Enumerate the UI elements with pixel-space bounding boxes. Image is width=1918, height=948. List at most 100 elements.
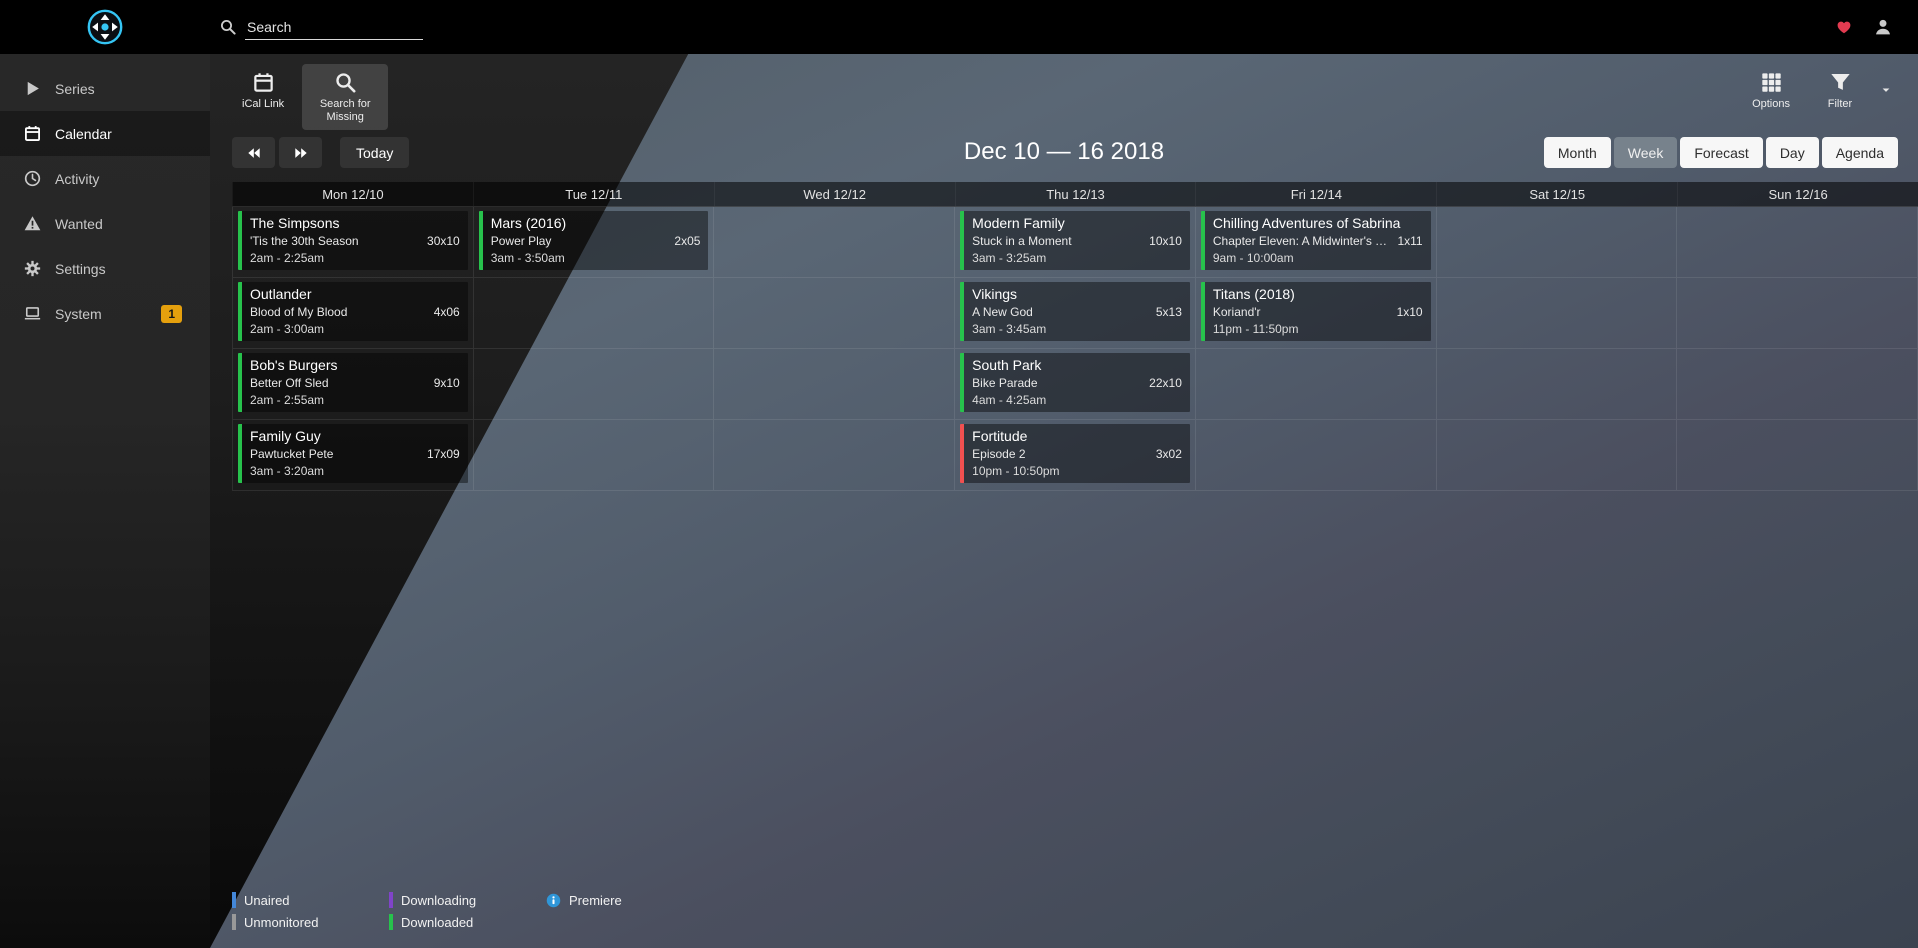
event-time: 2am - 2:55am [250, 393, 325, 407]
calendar-cell: Bob's Burgers Better Off Sled 9x10 2am - 2:… [233, 349, 473, 420]
legend-label: Unaired [244, 892, 290, 908]
event-time: 3am - 3:25am [972, 251, 1047, 265]
calendar-cell [714, 349, 955, 420]
calendar-event[interactable]: Family Guy Pawtucket Pete 17x09 3am - 3:20a… [238, 424, 468, 483]
calendar-cell: Fortitude Episode 2 3x02 10pm - 10:50pm [955, 420, 1195, 491]
view-button-forecast[interactable]: Forecast [1680, 137, 1763, 168]
event-series-title: Bob's Burgers [250, 357, 338, 373]
filter-button-label: Filter [1827, 98, 1853, 110]
calendar-cell [1677, 420, 1918, 491]
view-buttons: Month Week Forecast Day Agenda [1543, 137, 1898, 168]
filter-caret-icon[interactable] [1880, 84, 1892, 96]
sidebar-item-wanted[interactable]: Wanted [0, 201, 210, 246]
event-episode-number: 5x13 [1155, 305, 1182, 319]
options-button[interactable]: Options [1742, 64, 1800, 117]
event-time: 3am - 3:20am [250, 464, 325, 478]
event-episode-title: Bike Parade [972, 376, 1038, 390]
search-input[interactable] [245, 14, 423, 40]
system-health-badge: 1 [161, 304, 182, 323]
search-missing-button[interactable]: Search for Missing [302, 64, 389, 130]
day-column [1435, 207, 1677, 491]
calendar-event[interactable]: Modern Family Stuck in a Moment 10x10 3am -… [960, 211, 1190, 270]
event-episode-row: Blood of My Blood 4x06 [250, 304, 460, 321]
event-series-title: Outlander [250, 286, 312, 302]
calendar-cell [714, 207, 955, 278]
calendar-event[interactable]: Titans (2018) Koriand'r 1x10 11pm - 11:50pm [1200, 282, 1431, 341]
sidebar-item-activity[interactable]: Activity [0, 156, 210, 201]
calendar-grid: The Simpsons 'Tis the 30th Season 30x10 2am… [232, 207, 1918, 491]
event-episode-title: Blood of My Blood [250, 305, 348, 319]
donate-heart-icon[interactable] [1836, 19, 1852, 35]
top-bar [0, 0, 1918, 54]
info-icon [546, 893, 561, 908]
calendar-cell [714, 278, 955, 349]
user-icon[interactable] [1874, 18, 1892, 36]
event-episode-number: 17x09 [427, 447, 460, 461]
calendar-cell: Vikings A New God 5x13 3am - 3:45am [955, 278, 1195, 349]
day-header: Mon 12/10 [232, 182, 473, 206]
calendar-nav: Today Dec 10 — 16 2018 Month Week Forecast… [210, 128, 1918, 171]
legend-label: Downloaded [401, 914, 474, 930]
previous-week-button[interactable] [232, 137, 275, 168]
calendar-event[interactable]: Vikings A New God 5x13 3am - 3:45am [960, 282, 1190, 341]
calendar-event[interactable]: Chilling Adventures of Sabrina Chapter El… [1200, 211, 1431, 270]
calendar-event[interactable]: Mars (2016) Power Play 2x05 3am - 3:50am [478, 211, 709, 270]
event-episode-title: Power Play [490, 234, 552, 248]
legend-item-premiere: Premiere [546, 892, 703, 908]
calendar-cell: Outlander Blood of My Blood 4x06 2am - 3:00… [233, 278, 473, 349]
event-episode-title: Episode 2 [972, 447, 1026, 461]
event-time: 2am - 3:00am [250, 322, 325, 336]
fast-forward-icon [294, 146, 308, 160]
event-episode-number: 22x10 [1149, 376, 1182, 390]
sidebar-item-settings[interactable]: Settings [0, 246, 210, 291]
calendar-nav-left: Today [232, 137, 410, 168]
calendar-event[interactable]: Bob's Burgers Better Off Sled 9x10 2am - 2:… [238, 353, 468, 412]
view-button-week[interactable]: Week [1613, 137, 1678, 168]
event-episode-row: 'Tis the 30th Season 30x10 [250, 233, 460, 250]
view-button-month[interactable]: Month [1543, 137, 1611, 168]
view-button-day[interactable]: Day [1765, 137, 1819, 168]
toolbar-left: iCal Link Search for Missing [232, 64, 389, 130]
event-time: 10pm - 10:50pm [972, 464, 1060, 478]
next-week-button[interactable] [279, 137, 322, 168]
ical-link-button[interactable]: iCal Link [232, 64, 294, 130]
calendar-cell [1677, 278, 1918, 349]
calendar-cell: The Simpsons 'Tis the 30th Season 30x10 2am… [233, 207, 473, 278]
sidebar-item-system[interactable]: System 1 [0, 291, 210, 336]
calendar-event[interactable]: Fortitude Episode 2 3x02 10pm - 10:50pm [960, 424, 1190, 483]
event-time: 11pm - 11:50pm [1212, 322, 1299, 336]
event-episode-number: 4x06 [433, 305, 460, 319]
calendar-event[interactable]: South Park Bike Parade 22x10 4am - 4:25am [960, 353, 1190, 412]
calendar-event[interactable]: Outlander Blood of My Blood 4x06 2am - 3:00… [238, 282, 468, 341]
calendar-event[interactable]: The Simpsons 'Tis the 30th Season 30x10 2am… [238, 211, 468, 270]
search-icon [220, 19, 236, 35]
calendar-cell: Mars (2016) Power Play 2x05 3am - 3:50am [473, 207, 714, 278]
calendar-cell: Family Guy Pawtucket Pete 17x09 3am - 3:20a… [233, 420, 473, 491]
sonarr-logo-icon [87, 9, 123, 45]
event-episode-row: Power Play 2x05 [491, 233, 701, 250]
sidebar-item-series[interactable]: Series [0, 66, 210, 111]
event-series-title: Titans (2018) [1212, 286, 1295, 302]
view-button-agenda[interactable]: Agenda [1821, 137, 1898, 168]
today-button[interactable]: Today [340, 137, 410, 168]
search-icon [335, 72, 356, 93]
sidebar-item-calendar[interactable]: Calendar [0, 111, 210, 156]
app-logo[interactable] [0, 9, 210, 45]
day-column: Chilling Adventures of Sabrina Chapter El… [1194, 207, 1436, 491]
sidebar-item-label: Settings [55, 260, 106, 277]
filter-button[interactable]: Filter [1812, 64, 1868, 117]
sidebar-item-label: Wanted [55, 215, 103, 232]
day-header: Sat 12/15 [1436, 182, 1677, 206]
sidebar-item-label: Series [55, 80, 95, 97]
sidebar: Series Calendar Activity Wanted Settings Syst… [0, 54, 210, 948]
sidebar-item-label: System [55, 305, 102, 322]
calendar-cell [473, 420, 714, 491]
day-column: Mars (2016) Power Play 2x05 3am - 3:50am [472, 207, 714, 491]
event-episode-title: Chapter Eleven: A Midwinter's Tale [1212, 234, 1388, 248]
legend-color-bar [389, 892, 393, 908]
event-series-title: Fortitude [972, 428, 1028, 444]
legend-item-downloaded: Downloaded [389, 914, 546, 930]
calendar-cell [1677, 207, 1918, 278]
event-episode-row: Pawtucket Pete 17x09 [250, 446, 460, 463]
event-series-title: South Park [972, 357, 1042, 373]
